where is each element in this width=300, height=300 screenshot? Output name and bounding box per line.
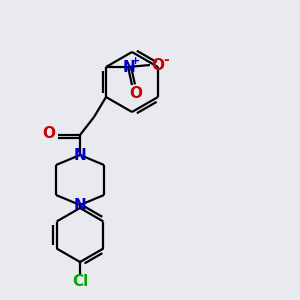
Text: N: N (74, 148, 86, 163)
Text: Cl: Cl (72, 274, 88, 289)
Text: O: O (130, 85, 142, 100)
Text: O: O (152, 58, 164, 73)
Text: O: O (43, 127, 56, 142)
Text: N: N (123, 59, 135, 74)
Text: N: N (74, 197, 86, 212)
Text: -: - (163, 53, 169, 67)
Text: +: + (130, 56, 140, 66)
